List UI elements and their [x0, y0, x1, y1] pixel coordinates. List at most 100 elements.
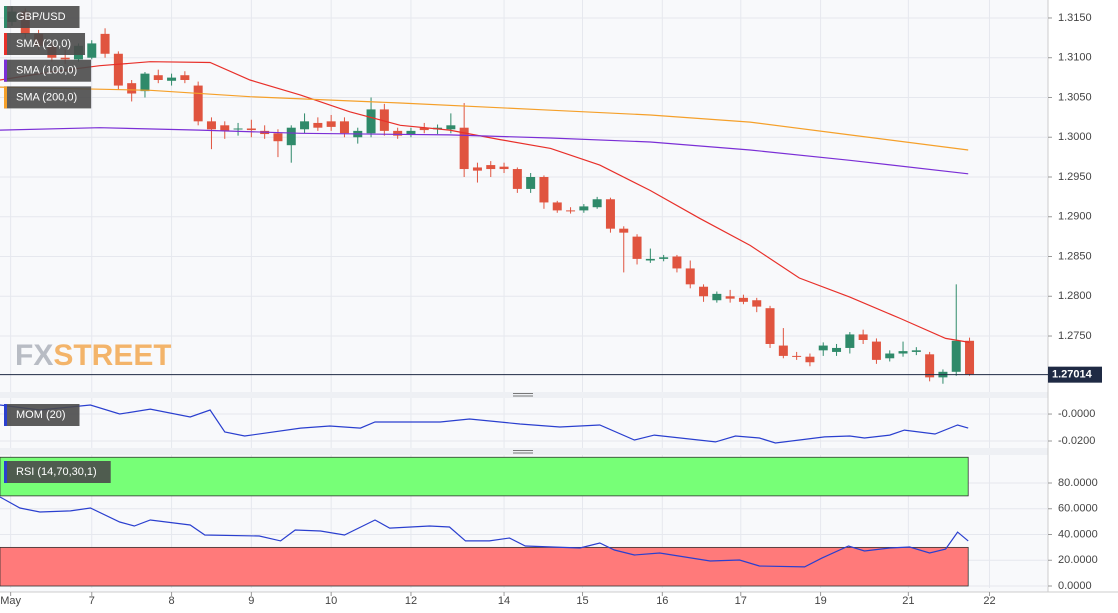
candle-body — [871, 341, 881, 360]
candle-body — [140, 73, 150, 92]
x-tick-label: 7 — [89, 595, 95, 607]
axis-background — [1048, 0, 1118, 613]
x-tick-label: 16 — [656, 595, 668, 607]
y-tick-label: 1.2750 — [1058, 330, 1092, 342]
series-line — [0, 86, 969, 151]
candle-body — [645, 258, 655, 261]
candle-body — [193, 85, 203, 122]
candle-body — [300, 121, 310, 130]
legend-box — [4, 86, 92, 109]
legend-label: RSI (14,70,30,1) — [16, 466, 97, 478]
y-tick-label: 1.2850 — [1058, 250, 1092, 262]
legend-box — [4, 404, 80, 426]
legend-label: MOM (20) — [16, 409, 66, 421]
candle-body — [685, 268, 695, 285]
candle-body — [153, 75, 163, 80]
y-tick-label: 60.0000 — [1058, 503, 1098, 515]
candle-body — [113, 53, 123, 86]
x-tick-label: 19 — [814, 595, 826, 607]
candle-body — [512, 169, 522, 189]
x-tick-label: 8 — [169, 595, 175, 607]
legend-label: SMA (200,0) — [16, 91, 77, 103]
candle-body — [805, 356, 815, 363]
pane-divider — [0, 448, 1048, 455]
candle-body — [220, 125, 230, 131]
candle-body — [313, 122, 323, 128]
x-tick-label: May — [0, 595, 21, 607]
candle-body — [792, 355, 802, 357]
y-tick-label: 1.2900 — [1058, 211, 1092, 223]
candle-body — [472, 167, 482, 171]
legend-label: SMA (20,0) — [16, 38, 71, 50]
candle-body — [832, 347, 842, 352]
candle-body — [127, 83, 137, 94]
candle-body — [579, 206, 589, 211]
candle-body — [858, 334, 868, 340]
candle-body — [180, 75, 190, 80]
x-tick-label: 12 — [405, 595, 417, 607]
candle-body — [419, 127, 429, 131]
candle-body — [60, 57, 70, 60]
legend-label: GBP/USD — [16, 11, 66, 23]
series-line — [0, 404, 969, 444]
legend-box — [4, 33, 86, 55]
legend-label: SMA (100,0) — [16, 65, 77, 77]
y-tick-label: 80.0000 — [1058, 477, 1098, 489]
legend-swatch — [4, 86, 7, 109]
x-tick-label: 10 — [325, 595, 337, 607]
candle-body — [725, 296, 735, 299]
candle-body — [206, 121, 216, 130]
candle-body — [499, 166, 509, 170]
candle-body — [778, 345, 788, 356]
candle-body — [246, 128, 256, 131]
candle-body — [273, 133, 283, 142]
legend-box — [4, 59, 92, 82]
candle-body — [100, 33, 110, 54]
x-tick-label: 15 — [576, 595, 588, 607]
candle-body — [659, 257, 669, 259]
watermark-street: STREET — [53, 339, 171, 372]
candle-body — [459, 127, 469, 170]
candle-body — [566, 210, 576, 212]
candle-body — [526, 176, 536, 189]
candle-body — [539, 176, 549, 203]
candle-body — [605, 199, 615, 229]
candle-body — [738, 297, 748, 302]
candle-body — [911, 350, 921, 352]
x-tick-label: 22 — [983, 595, 995, 607]
legend-swatch — [4, 59, 7, 82]
y-tick-label: 0.0000 — [1058, 580, 1092, 592]
series-line — [0, 61, 970, 343]
y-tick-label: -0.0200 — [1058, 435, 1095, 447]
legend-box — [4, 461, 111, 483]
y-tick-label: 1.3150 — [1058, 12, 1092, 24]
series-line — [0, 127, 969, 175]
candle-body — [699, 286, 709, 297]
y-tick-label: -0.0000 — [1058, 408, 1095, 420]
candle-body — [965, 340, 975, 375]
last-price-label: 1.27014 — [1052, 369, 1093, 381]
candle-body — [898, 351, 908, 354]
candle-body — [712, 293, 722, 301]
candle-body — [552, 202, 562, 211]
band — [0, 546, 969, 587]
candle-body — [87, 43, 97, 58]
x-tick-label: 14 — [498, 595, 510, 607]
candle-body — [765, 308, 775, 344]
y-tick-label: 1.2800 — [1058, 290, 1092, 302]
last-price-box — [1048, 366, 1102, 383]
x-tick-label: 9 — [248, 595, 254, 607]
y-tick-label: 1.3050 — [1058, 91, 1092, 103]
candle-body — [486, 165, 496, 170]
legend-item: SMA (100,0) — [4, 59, 92, 82]
candle-body — [632, 236, 642, 259]
candle-body — [619, 228, 629, 233]
watermark: FXSTREET — [15, 339, 172, 372]
candle-body — [339, 121, 349, 134]
legend-swatch — [4, 33, 7, 55]
legend-swatch — [4, 461, 7, 483]
legend-swatch — [4, 404, 7, 426]
x-tick-label: 17 — [735, 595, 747, 607]
